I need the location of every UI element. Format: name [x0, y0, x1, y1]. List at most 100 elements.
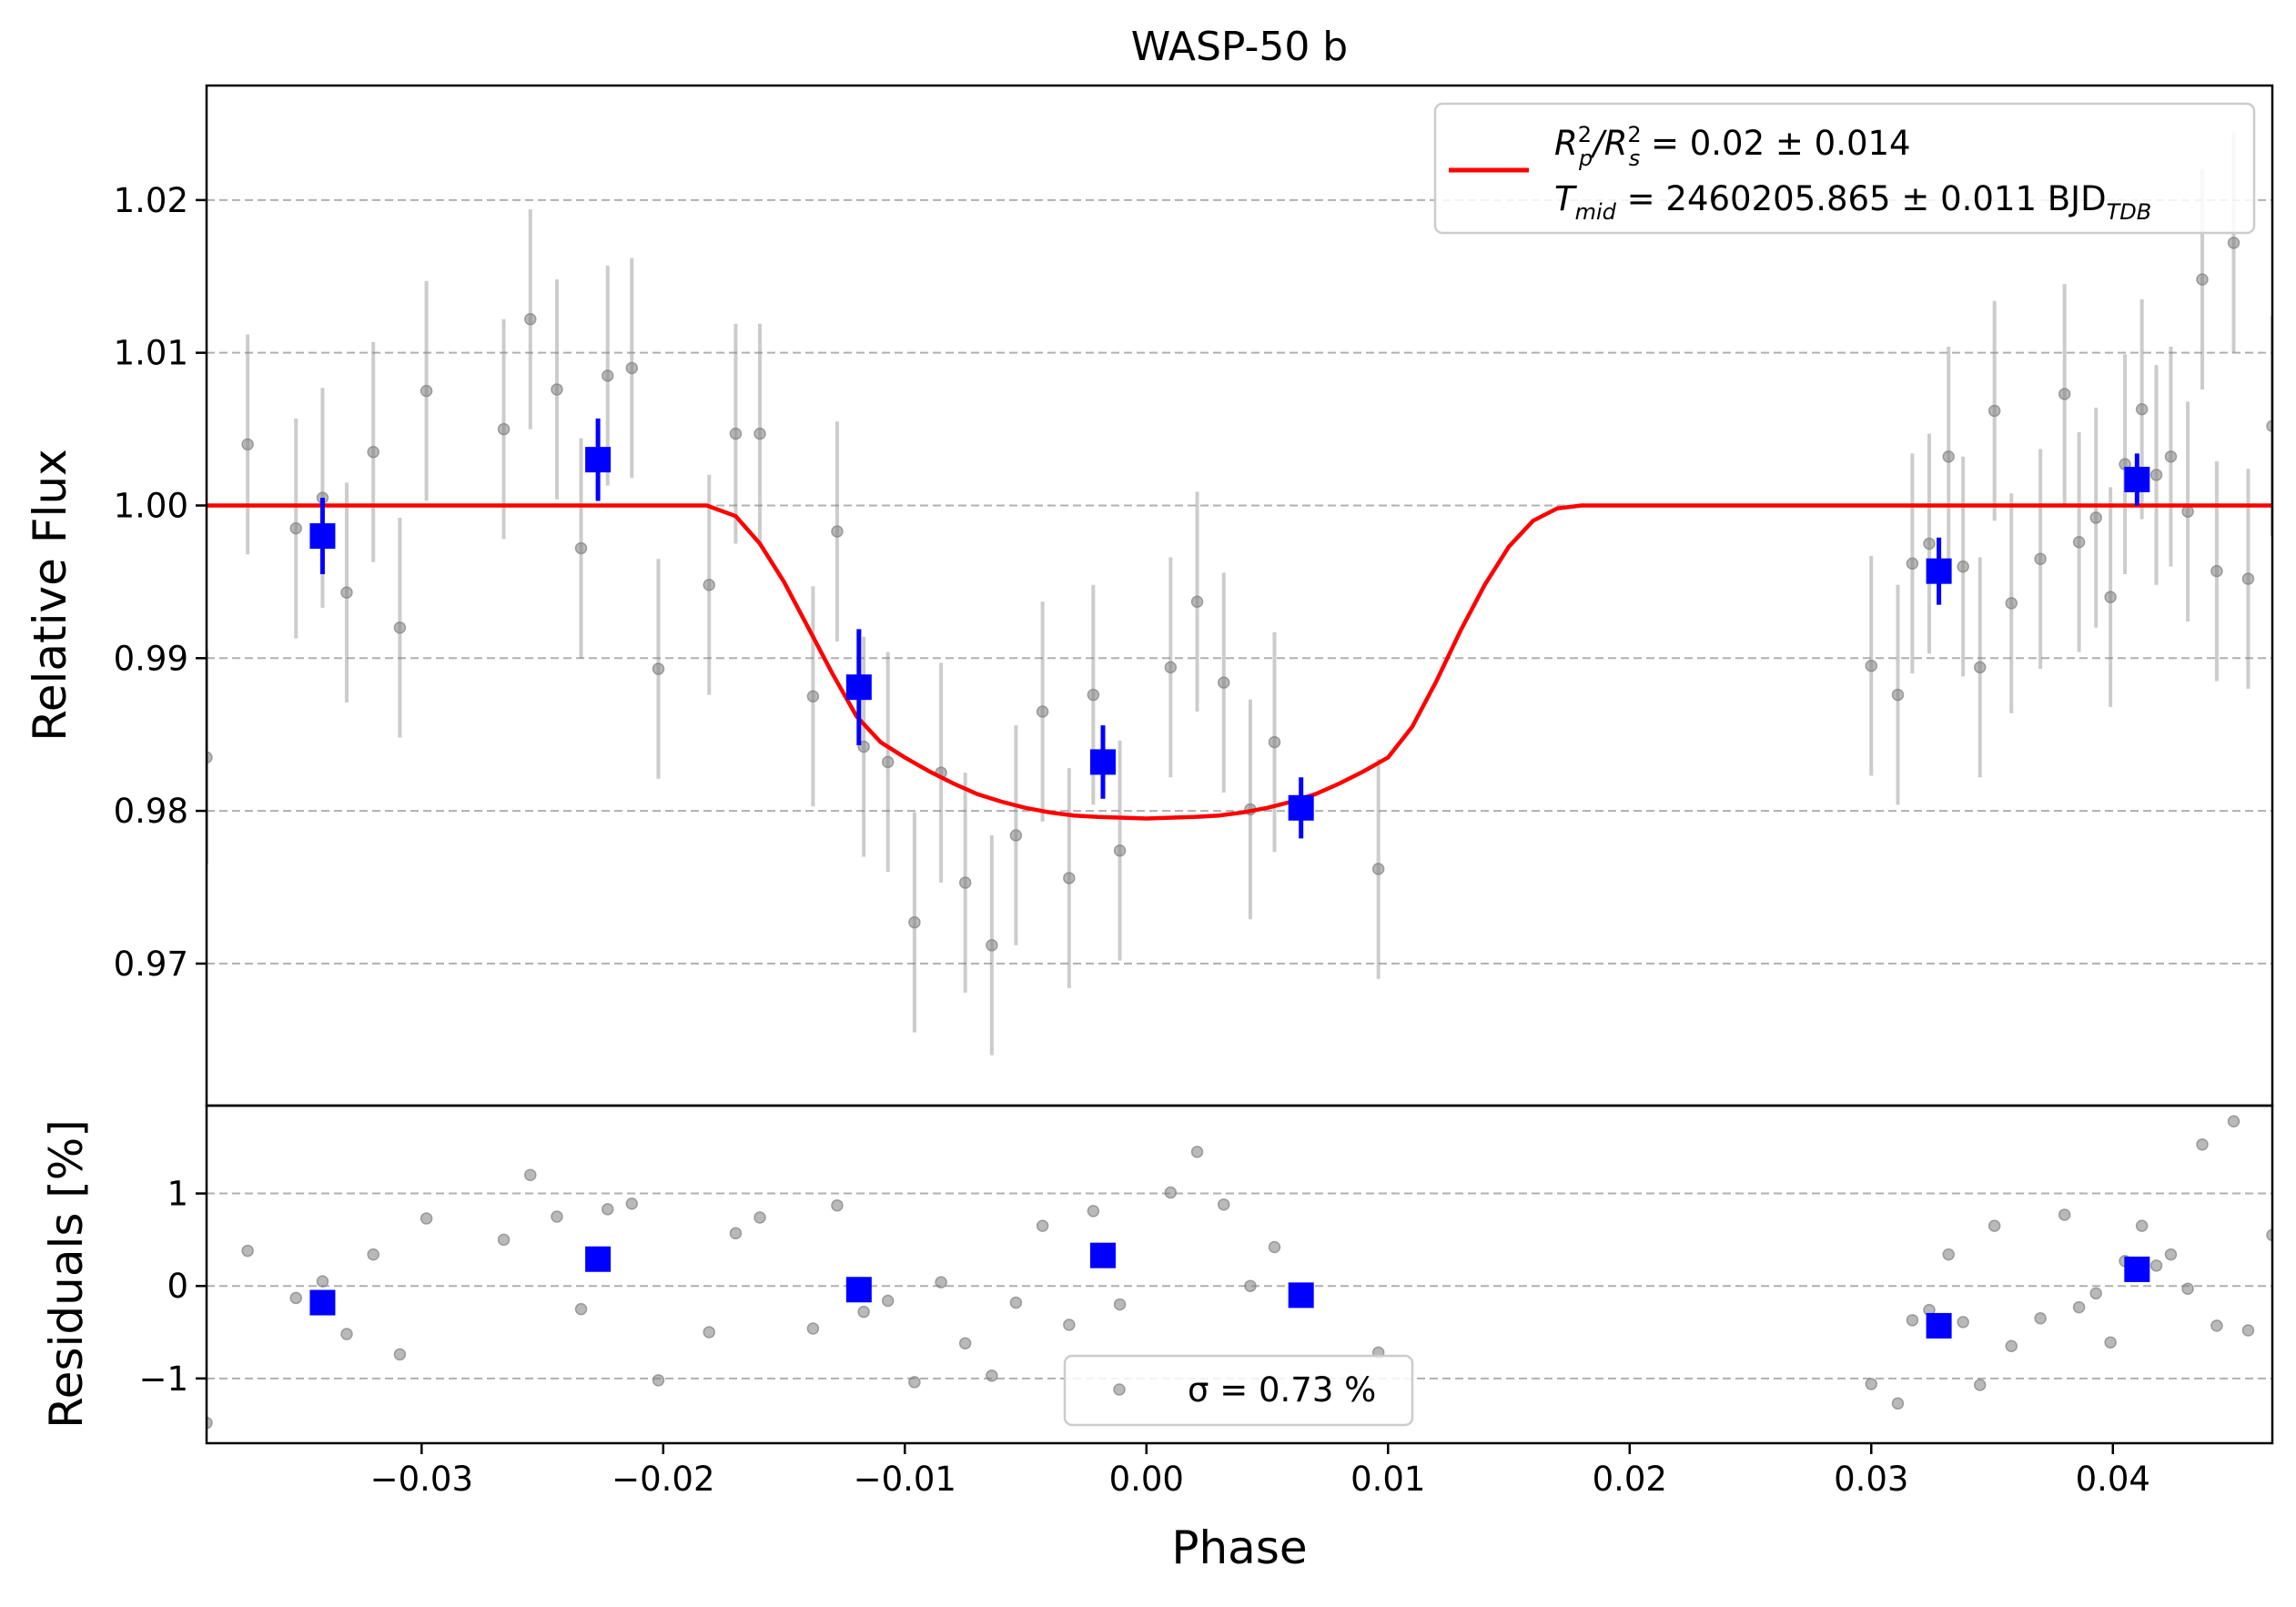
- residual-point: [2089, 1287, 2102, 1300]
- residuals-y-ticks: −1 0 1: [138, 1175, 207, 1399]
- flux-point: [1988, 404, 2001, 418]
- flux-point: [1923, 537, 1936, 551]
- binned-residual-point: [585, 1246, 612, 1272]
- flux-point: [806, 690, 820, 703]
- binned-residual-point: [2124, 1256, 2150, 1282]
- residual-point: [207, 1416, 213, 1430]
- flux-point: [703, 579, 715, 591]
- phase-tick-label: −0.02: [612, 1460, 714, 1499]
- flux-point: [754, 427, 766, 440]
- flux-point: [241, 438, 254, 451]
- residual-point: [1009, 1296, 1023, 1309]
- residual-point: [2210, 1319, 2223, 1332]
- flux-point: [2135, 403, 2149, 416]
- flux-point: [1009, 829, 1023, 842]
- flux-point: [729, 427, 743, 440]
- light-curve-y-label: Relative Flux: [24, 449, 76, 741]
- residual-point: [2135, 1219, 2149, 1232]
- flux-tick-label: 1.02: [114, 181, 188, 220]
- residual-point: [1190, 1146, 1204, 1158]
- flux-point: [1217, 676, 1230, 689]
- flux-point: [2005, 597, 2018, 610]
- light-curve-data: [207, 133, 2272, 1056]
- residual-point: [831, 1199, 844, 1212]
- residual-point: [857, 1305, 870, 1319]
- residual-point: [1036, 1219, 1049, 1232]
- flux-point: [1063, 872, 1076, 884]
- flux-tick-label: 1.01: [114, 334, 188, 373]
- residual-point: [524, 1168, 537, 1181]
- flux-tick-label: 0.99: [114, 639, 188, 678]
- binned-flux-point: [845, 674, 872, 701]
- flux-point: [1865, 659, 1878, 672]
- x-axis-label: Phase: [1171, 1521, 1307, 1574]
- flux-point: [1957, 560, 1969, 573]
- flux-point: [367, 446, 379, 459]
- binned-flux-point: [1288, 794, 1314, 821]
- residual-point: [1164, 1186, 1178, 1199]
- binned-flux-point: [1089, 749, 1116, 775]
- residual-point: [2058, 1208, 2071, 1221]
- flux-point: [1268, 735, 1281, 749]
- flux-point: [574, 541, 588, 555]
- phase-tick-label: 0.02: [1593, 1460, 1667, 1499]
- flux-point: [420, 384, 433, 398]
- residual-point: [1865, 1378, 1878, 1390]
- flux-tick-label: 1.00: [114, 486, 188, 525]
- residual-point: [1217, 1198, 1230, 1211]
- phase-tick-label: −0.03: [370, 1460, 473, 1499]
- flux-tick-label: 0.97: [114, 945, 188, 984]
- residual-point: [2181, 1282, 2194, 1296]
- residual-point: [2005, 1339, 2018, 1353]
- residual-point: [1113, 1298, 1127, 1311]
- flux-point: [908, 915, 921, 929]
- flux-point: [1087, 688, 1100, 702]
- residual-point: [289, 1291, 302, 1305]
- residual-point: [1268, 1240, 1281, 1254]
- flux-point: [1973, 661, 1987, 674]
- sigma-legend-marker: [1113, 1383, 1126, 1396]
- residual-point: [551, 1210, 563, 1223]
- flux-point: [652, 662, 665, 675]
- flux-point: [524, 313, 537, 326]
- binned-flux-point: [2124, 466, 2150, 492]
- flux-point: [551, 383, 563, 396]
- top-clipped-data: [207, 133, 2272, 1056]
- chart-title: WASP-50 b: [1131, 24, 1348, 70]
- residuals-panel: −1 0 1 −0.03 −0.02 −0.01 0.00 0.01 0.02 0.03 0.04…: [40, 1104, 2274, 1574]
- residual-point: [574, 1302, 588, 1316]
- residuals-y-label: Residuals [%]: [40, 1119, 93, 1429]
- flux-point: [2149, 469, 2163, 481]
- flux-point: [2072, 536, 2086, 549]
- residual-point: [958, 1337, 972, 1349]
- residual-tick-label: −1: [138, 1359, 188, 1399]
- phase-tick-label: 0.01: [1350, 1460, 1425, 1499]
- legend-box: [1433, 102, 2256, 235]
- residual-point: [729, 1227, 743, 1240]
- residual-point: [241, 1244, 254, 1258]
- residual-point: [935, 1276, 947, 1289]
- residual-point: [367, 1248, 379, 1261]
- residuals-frame: [205, 1104, 2274, 1445]
- residual-point: [2164, 1248, 2178, 1261]
- residual-point: [986, 1369, 998, 1382]
- binned-residual-point: [1926, 1312, 1952, 1339]
- sigma-legend-text: σ = 0.73 %: [1188, 1370, 1376, 1410]
- residual-point: [316, 1275, 329, 1288]
- bottom-clipped-data: [207, 1115, 2272, 1430]
- flux-point: [2181, 505, 2194, 518]
- flux-point: [2241, 572, 2255, 585]
- flux-point: [2210, 564, 2223, 578]
- light-curve-y-ticks: 0.97 0.98 0.99 1.00 1.01 1.02: [114, 181, 207, 984]
- binned-flux-point: [585, 447, 612, 473]
- residual-point: [393, 1348, 407, 1361]
- residual-point: [1906, 1314, 1919, 1327]
- residual-point: [2227, 1115, 2240, 1128]
- flux-point: [1891, 688, 1905, 702]
- flux-point: [1371, 863, 1385, 875]
- residuals-data: [207, 1115, 2272, 1430]
- phase-tick-label: 0.00: [1109, 1460, 1184, 1499]
- flux-point: [1036, 705, 1049, 718]
- flux-point: [1190, 595, 1204, 608]
